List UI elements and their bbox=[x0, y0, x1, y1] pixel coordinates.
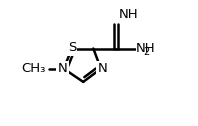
Text: N: N bbox=[58, 62, 67, 75]
Text: NH: NH bbox=[119, 8, 138, 21]
Text: NH: NH bbox=[136, 42, 156, 55]
Text: CH₃: CH₃ bbox=[22, 62, 46, 75]
Text: N: N bbox=[97, 62, 107, 75]
Text: 2: 2 bbox=[144, 47, 150, 57]
Text: S: S bbox=[68, 41, 76, 54]
